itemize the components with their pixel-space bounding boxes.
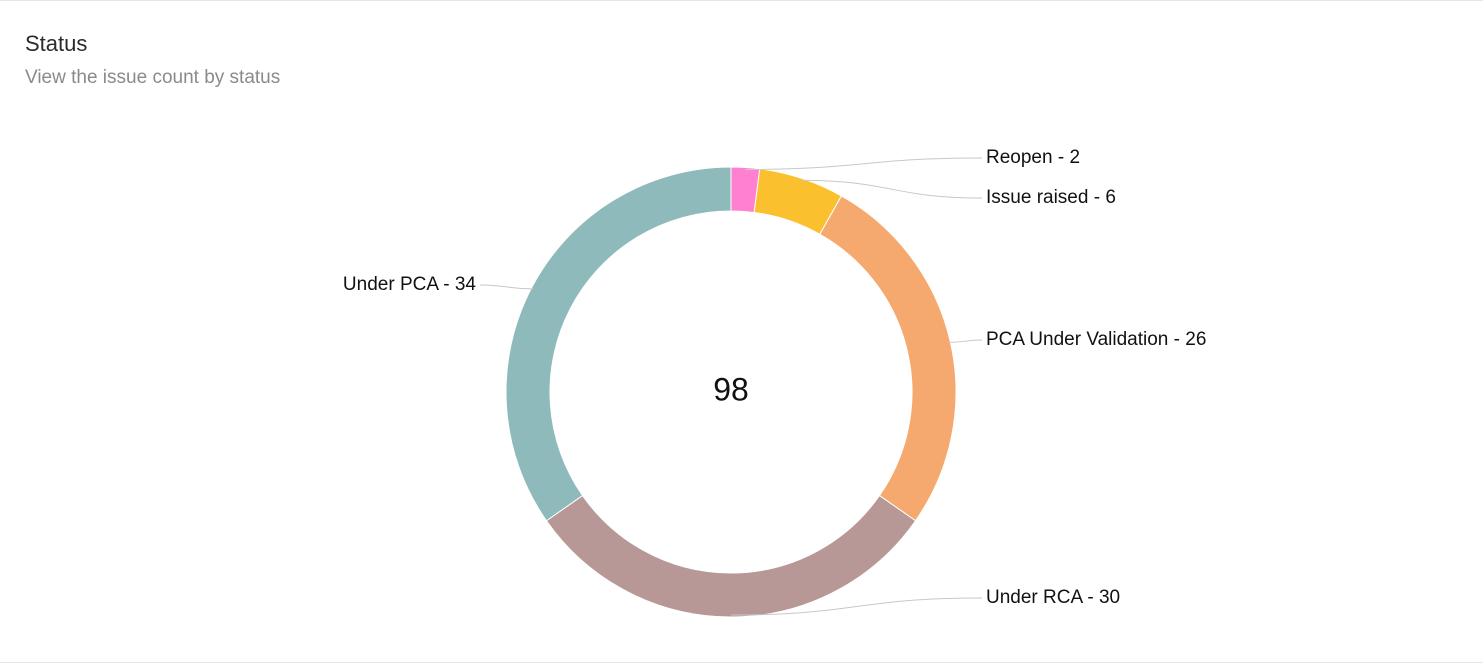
slice-label-under-rca: Under RCA - 30	[986, 587, 1120, 608]
leader-line	[948, 339, 983, 343]
donut-slices	[505, 166, 957, 618]
slice-label-issue-raised: Issue raised - 6	[986, 187, 1116, 208]
donut-slice-under-rca[interactable]	[545, 494, 917, 618]
card-title: Status	[25, 31, 88, 56]
leader-line	[730, 597, 983, 616]
donut-center-total: 98	[713, 371, 749, 407]
slice-label-reopen: Reopen - 2	[986, 147, 1080, 168]
leader-line	[801, 179, 983, 199]
leader-lines	[479, 157, 983, 616]
donut-slice-under-pca[interactable]	[505, 166, 732, 522]
leader-line	[745, 157, 983, 170]
slice-label-under-pca: Under PCA - 34	[343, 274, 476, 295]
leader-line	[479, 284, 534, 290]
slice-labels: Reopen - 2 Issue raised - 6 PCA Under Vali…	[343, 147, 1206, 608]
slice-label-pca-under-validation: PCA Under Validation - 26	[986, 329, 1206, 350]
card-subtitle: View the issue count by status	[25, 67, 281, 88]
donut-slice-pca-under-validation[interactable]	[819, 195, 957, 522]
